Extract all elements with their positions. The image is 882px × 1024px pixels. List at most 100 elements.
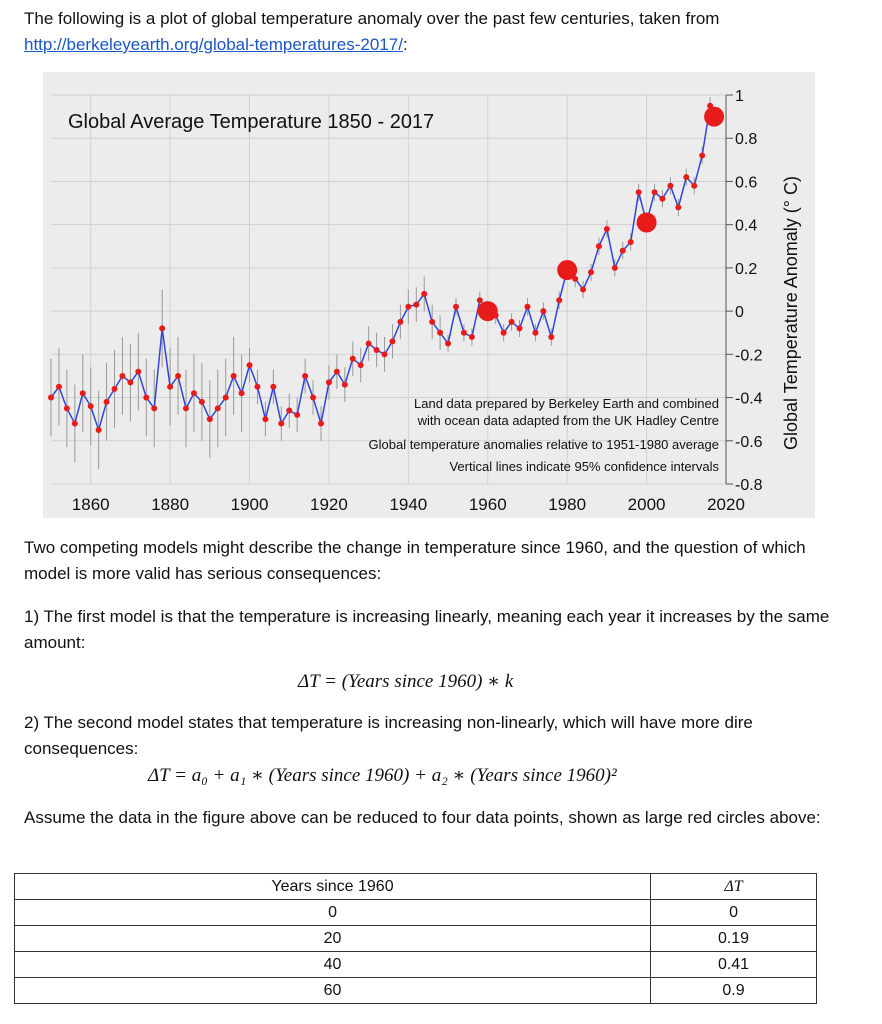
data-point	[373, 347, 380, 354]
data-point	[445, 340, 452, 347]
x-tick-label: 2000	[628, 495, 666, 514]
data-point	[111, 385, 118, 392]
data-point	[659, 195, 666, 202]
y-tick-labels: 1 0.8 0.6 0.4 0.2 0 -0.2 -0.4 -0.6 -0.8	[735, 88, 763, 494]
para-model-2: 2) The second model states that temperat…	[24, 713, 753, 758]
chart-svg: 1860 1880 1900 1920 1940 1960 1980 2000 2020 1 0.…	[48, 88, 801, 514]
highlighted-point	[636, 212, 657, 233]
table-cell: 60	[13, 977, 652, 1004]
data-point	[190, 390, 197, 397]
y-tick-label: 0.8	[735, 131, 757, 148]
data-point	[135, 368, 142, 375]
data-point	[691, 182, 698, 189]
data-point	[588, 269, 594, 276]
data-point	[230, 372, 237, 379]
highlighted-point	[557, 260, 578, 281]
data-point	[246, 362, 253, 369]
data-point	[397, 318, 404, 325]
chart-grid	[51, 94, 733, 485]
data-point	[214, 405, 221, 412]
data-point	[595, 243, 602, 250]
data-point	[453, 303, 459, 310]
data-point	[159, 325, 166, 332]
data-point	[238, 390, 245, 397]
x-tick-label: 1960	[469, 495, 507, 514]
data-point	[437, 329, 444, 336]
series-markers	[48, 102, 718, 433]
data-point	[302, 372, 309, 379]
data-point	[500, 329, 507, 336]
data-point	[683, 174, 690, 181]
data-point	[103, 398, 110, 405]
intro-text: The following is a plot of global temper…	[24, 9, 720, 28]
data-point	[119, 372, 126, 379]
data-point	[286, 407, 293, 414]
para-model-1: 1) The first model is that the temperatu…	[24, 607, 830, 652]
data-point	[611, 264, 618, 271]
y-tick-label: 1	[735, 88, 744, 105]
chart-note-2: with ocean data adapted from the UK Hadl…	[417, 413, 719, 428]
data-point	[278, 420, 285, 427]
y-tick-label: -0.6	[735, 434, 763, 451]
x-tick-label: 1940	[389, 495, 427, 514]
data-point	[421, 290, 428, 297]
table-cell: 0	[650, 899, 817, 926]
equation-linear: ΔT = (Years since 1960) ∗ k	[298, 671, 514, 692]
x-tick-label: 1880	[151, 495, 189, 514]
x-tick-label: 1900	[231, 495, 269, 514]
chart-note-3: Global temperature anomalies relative to…	[369, 437, 720, 452]
table-cell: 0.9	[650, 977, 817, 1004]
highlighted-point	[704, 106, 725, 127]
data-point	[603, 225, 610, 232]
data-point	[206, 416, 213, 423]
data-point	[95, 426, 102, 433]
chart-note-1: Land data prepared by Berkeley Earth and…	[414, 396, 719, 411]
data-point	[675, 204, 682, 211]
x-tick-label: 1980	[548, 495, 586, 514]
table-cell: 0.41	[650, 951, 817, 978]
data-point	[532, 329, 539, 336]
chart-note-4: Vertical lines indicate 95% confidence i…	[449, 459, 719, 474]
data-point	[627, 238, 634, 245]
data-point	[667, 182, 674, 189]
header-delta-t: ΔT	[650, 873, 817, 900]
data-point	[413, 301, 420, 308]
data-point	[294, 411, 301, 418]
data-point	[540, 308, 547, 315]
table-row: 20 0.19	[13, 925, 817, 952]
table-cell: 20	[13, 925, 652, 952]
y-tick-label: -0.4	[735, 391, 763, 408]
data-point	[262, 416, 269, 423]
data-point	[349, 355, 356, 362]
y-tick-label: 0.2	[735, 261, 757, 278]
data-point	[127, 379, 134, 386]
y-tick-label: 0	[735, 304, 744, 321]
data-point	[635, 189, 642, 196]
data-point	[183, 405, 189, 412]
header-years: Years since 1960	[13, 873, 652, 900]
x-tick-labels: 1860 1880 1900 1920 1940 1960 1980 2000 2020	[72, 495, 745, 514]
data-point	[476, 297, 483, 304]
y-tick-label: -0.8	[735, 477, 763, 494]
y-tick-label: 0.4	[735, 218, 757, 235]
chart-title: Global Average Temperature 1850 - 2017	[68, 111, 434, 133]
data-point	[198, 398, 205, 405]
data-point	[619, 247, 626, 254]
data-point	[516, 325, 523, 332]
data-point	[254, 383, 261, 390]
x-tick-label: 1920	[310, 495, 348, 514]
data-point	[55, 383, 62, 390]
data-point	[460, 329, 467, 336]
para-competing-models: Two competing models might describe the …	[24, 538, 806, 583]
source-link[interactable]: http://berkeleyearth.org/global-temperat…	[24, 35, 403, 54]
data-point	[310, 394, 317, 401]
data-point	[548, 334, 555, 341]
equation-quadratic: ΔT = a₀ + a₁ ∗ (Years since 1960) + a₂ ∗…	[148, 765, 617, 786]
data-point	[87, 403, 94, 410]
data-point	[48, 394, 54, 401]
data-point	[325, 379, 332, 386]
intro-paragraph: The following is a plot of global temper…	[24, 6, 844, 58]
data-point	[429, 318, 436, 325]
data-point	[175, 372, 182, 379]
data-point	[405, 303, 412, 310]
